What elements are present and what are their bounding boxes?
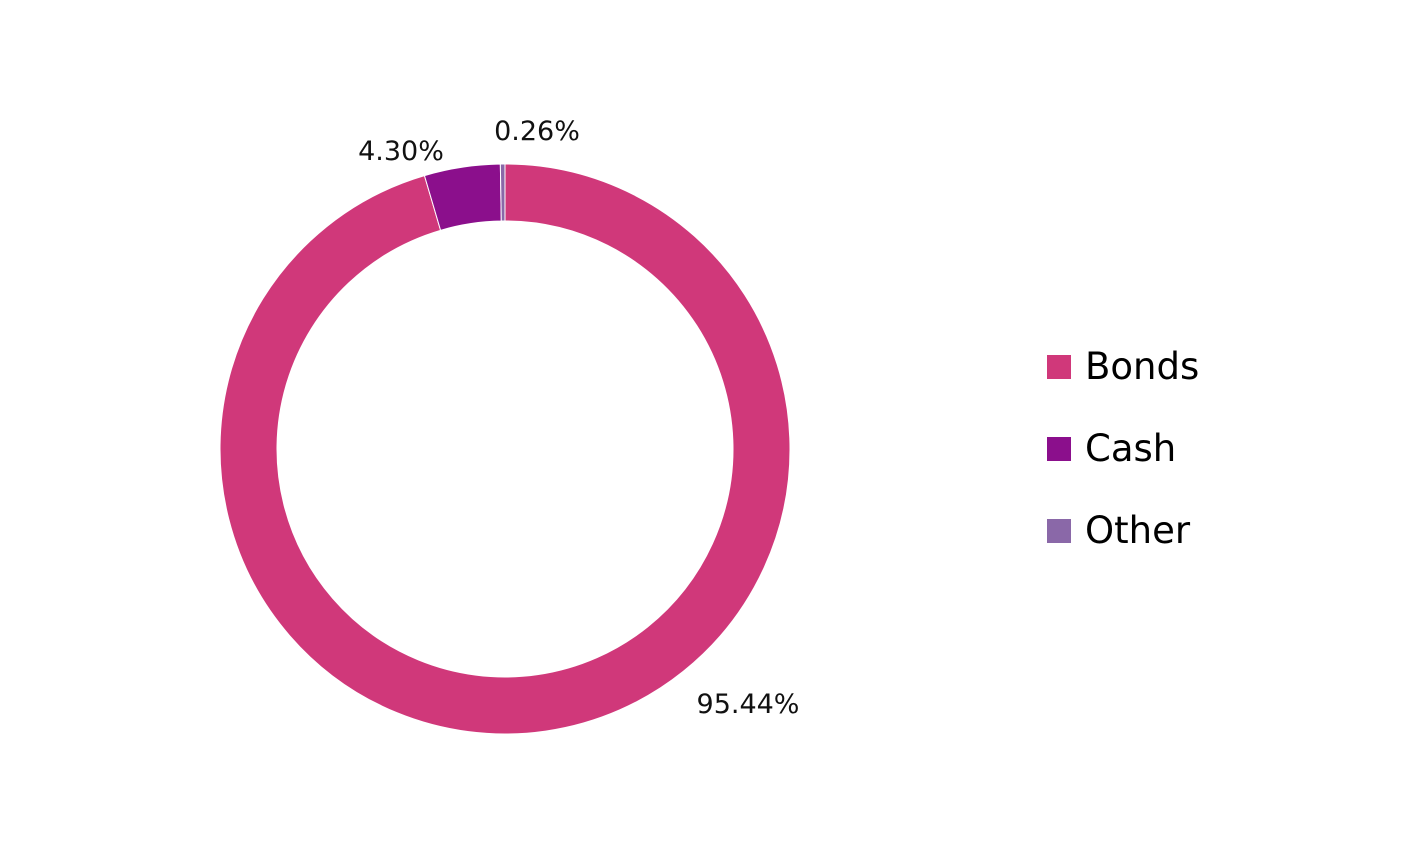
legend-item-other: Other [1047,508,1199,554]
legend-swatch-bonds [1047,355,1071,379]
slice-other [499,163,506,222]
slice-bonds [219,163,791,735]
legend-item-bonds: Bonds [1047,344,1199,390]
donut-slices [219,163,791,735]
legend: Bonds Cash Other [1047,344,1199,590]
legend-swatch-other [1047,519,1071,543]
legend-swatch-cash [1047,437,1071,461]
data-label-cash: 4.30% [358,136,444,167]
data-labels: 95.44% 4.30% 0.26% [358,116,799,720]
legend-label-bonds: Bonds [1085,345,1200,388]
legend-label-other: Other [1085,509,1191,552]
data-label-bonds: 95.44% [697,689,800,720]
legend-label-cash: Cash [1085,427,1177,470]
legend-item-cash: Cash [1047,426,1199,472]
data-label-other: 0.26% [494,116,580,147]
